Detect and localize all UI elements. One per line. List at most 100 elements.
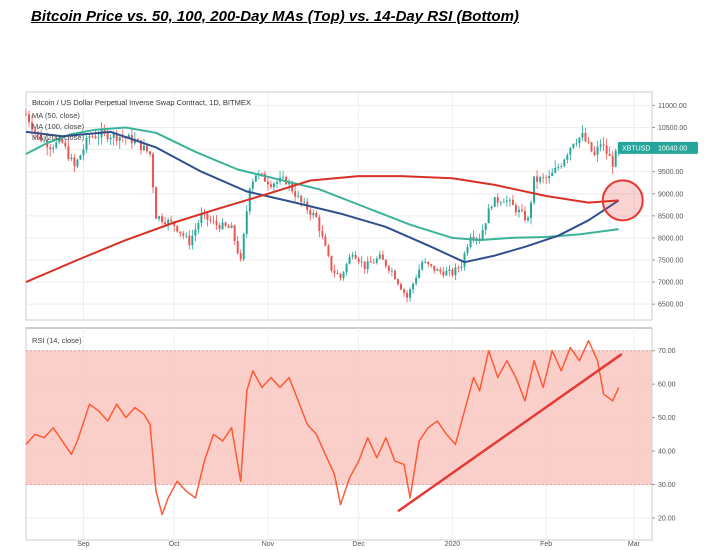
price-y-tick-label: 6500.00: [658, 302, 683, 309]
candle-body: [266, 181, 269, 185]
candle-body: [436, 269, 439, 271]
candle-body: [545, 177, 548, 179]
candle-body: [421, 262, 424, 270]
candle-body: [224, 222, 227, 226]
candle-body: [342, 272, 345, 278]
candle-body: [300, 195, 303, 202]
candle-body: [309, 210, 312, 215]
candle-body: [406, 292, 409, 298]
candle-body: [451, 269, 454, 276]
candle-body: [387, 266, 390, 271]
candle-body: [94, 136, 97, 139]
candle-body: [463, 253, 466, 267]
candle-body: [445, 270, 448, 276]
candle-body: [433, 265, 436, 271]
candle-body: [372, 262, 375, 264]
candle-body: [76, 159, 79, 167]
price-y-tick-label: 7500.00: [658, 258, 683, 265]
candle-body: [508, 199, 511, 201]
candle-body: [481, 229, 484, 240]
candle-body: [608, 153, 611, 156]
candle-body: [566, 155, 569, 160]
candle-body: [31, 122, 34, 130]
candle-body: [330, 255, 333, 271]
candle-body: [418, 269, 421, 279]
candle-body: [403, 289, 406, 293]
candle-body: [327, 245, 330, 256]
candle-body: [218, 225, 221, 230]
highlight-circle: [601, 179, 644, 222]
candle-body: [173, 221, 176, 226]
x-tick-label: Feb: [540, 541, 552, 548]
candle-body: [348, 256, 351, 264]
ma100-line: [25, 130, 620, 264]
candle-body: [378, 254, 381, 259]
candle-body: [236, 240, 239, 254]
candle-body: [318, 217, 321, 232]
price-y-tick-label: 8000.00: [658, 235, 683, 242]
candle-body: [233, 225, 236, 241]
candle-body: [430, 264, 433, 266]
candle-body: [366, 261, 369, 270]
ma200-line: [25, 175, 619, 284]
candle-body: [548, 176, 551, 179]
candle-body: [139, 140, 142, 151]
rsi-trendline: [397, 353, 623, 513]
candle-body: [590, 142, 593, 152]
candle-body: [161, 216, 164, 222]
candle-body: [409, 289, 412, 298]
candle-body: [599, 144, 602, 147]
candle-body: [82, 149, 85, 156]
x-tick-label: Mar: [628, 541, 641, 548]
candle-body: [487, 208, 490, 224]
candle-body: [200, 213, 203, 224]
candle-body: [357, 258, 360, 262]
candle-body: [158, 216, 161, 219]
candle-body: [517, 209, 520, 213]
candle-body: [439, 269, 442, 272]
price-panel: [25, 91, 653, 321]
candle-body: [551, 172, 554, 177]
candle-body: [363, 261, 366, 270]
candle-body: [336, 272, 339, 274]
candle-body: [575, 143, 578, 145]
candle-body: [185, 235, 188, 237]
candle-body: [324, 236, 327, 246]
rsi-line-series: [25, 339, 620, 516]
price-y-tick-label: 10500.00: [658, 125, 687, 132]
candle-body: [569, 147, 572, 156]
candle-body: [85, 138, 88, 150]
page-title: Bitcoin Price vs. 50, 100, 200-Day MAs (…: [31, 8, 519, 25]
candle-body: [182, 233, 185, 236]
candle-body: [339, 273, 342, 278]
candle-body: [460, 266, 463, 268]
candle-body: [345, 263, 348, 273]
candle-body: [103, 129, 106, 132]
candle-body: [176, 225, 179, 232]
candle-body: [40, 134, 43, 142]
candle-body: [390, 270, 393, 272]
candle-body: [49, 147, 52, 149]
candle-body: [484, 223, 487, 230]
candle-body: [312, 212, 315, 215]
candle-body: [115, 133, 118, 141]
candle-body: [375, 258, 378, 263]
candle-body: [502, 201, 505, 203]
candle-body: [269, 184, 272, 187]
candle-body: [155, 187, 158, 219]
candle-body: [448, 269, 451, 271]
candle-body: [194, 229, 197, 236]
legend-ma100: MA (100, close): [32, 122, 85, 131]
candle-body: [584, 132, 587, 142]
candle-body: [297, 195, 300, 197]
candle-body: [560, 166, 563, 167]
badge-value: 10040.00: [658, 145, 687, 152]
candle-body: [602, 144, 605, 146]
candle-body: [514, 205, 517, 213]
candle-body: [272, 183, 275, 187]
candle-body: [321, 231, 324, 237]
candle-body: [424, 261, 427, 263]
candle-body: [611, 155, 614, 167]
x-tick-label: Oct: [169, 541, 180, 548]
